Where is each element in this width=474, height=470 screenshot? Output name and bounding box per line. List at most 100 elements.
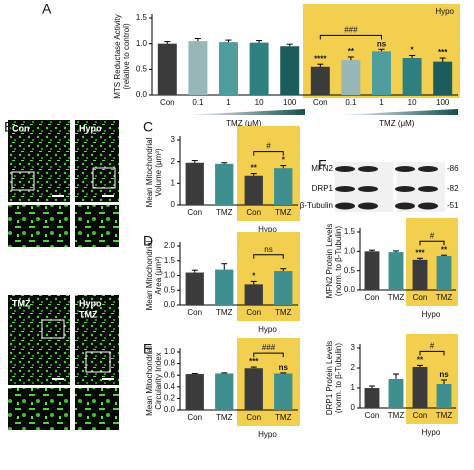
y-tick-label: 3	[351, 343, 356, 352]
y-axis-label: Mean Mitochondrial	[145, 240, 154, 310]
y-tick-label: 1.5	[164, 256, 176, 265]
comparison-label: #	[266, 142, 271, 151]
x-tick-label: TMZ	[388, 411, 405, 420]
blot-band	[395, 186, 415, 192]
bar	[215, 373, 234, 410]
significance: *	[411, 46, 415, 55]
significance: ****	[314, 54, 327, 63]
blot-band	[395, 166, 415, 172]
bar	[364, 388, 380, 408]
bar	[219, 42, 238, 95]
blot-band	[335, 202, 355, 210]
bar	[280, 46, 300, 95]
bar	[157, 43, 177, 95]
y-tick-label: 0.4	[164, 382, 176, 391]
bar	[215, 163, 234, 205]
y-axis-label: Circularity Index	[154, 352, 163, 409]
micrograph-zoom	[75, 205, 119, 247]
panel-letter: C	[143, 119, 153, 135]
y-tick-label: 1.5	[136, 13, 148, 22]
inset-box	[41, 319, 65, 339]
bar	[244, 175, 263, 205]
x-tick-label: 100	[283, 98, 297, 107]
x-tick-label: 1	[226, 98, 231, 107]
blot-band	[358, 186, 378, 192]
x-tick-label: Con	[246, 308, 261, 317]
y-tick-label: 0.5	[344, 266, 356, 275]
bar	[310, 66, 330, 95]
y-axis-label: Volume (μm³)	[154, 148, 163, 197]
bar	[412, 367, 428, 408]
bracket	[419, 240, 445, 246]
bracket	[419, 350, 445, 356]
y-tick-label: 0.8	[164, 359, 176, 368]
y-tick-label: 0.5	[136, 64, 148, 73]
x-tick-label: Con	[160, 98, 175, 107]
y-axis-label: (relative to control)	[122, 23, 131, 90]
bar	[274, 373, 293, 410]
comparison-label: ###	[262, 343, 276, 352]
y-tick-label: 1.0	[164, 271, 176, 280]
micrograph-label: TMZ	[79, 309, 98, 319]
bar	[388, 379, 404, 408]
blot-band	[358, 166, 378, 172]
micrograph-label: Hypo	[79, 298, 102, 308]
y-axis-label: MFN2 Protein Levels	[325, 224, 334, 299]
x-tick-label: 10	[255, 98, 264, 107]
micrograph-zoom	[75, 388, 119, 430]
bracket	[253, 254, 284, 259]
x-tick-label: Con	[365, 293, 380, 302]
y-axis-label: DRP1 Protein Levels	[325, 341, 334, 415]
y-tick-label: 0	[351, 403, 356, 412]
bar	[249, 42, 269, 95]
group-label: Hypo	[435, 7, 454, 16]
blot-band	[418, 166, 438, 172]
x-tick-label: Con	[413, 411, 428, 420]
panel-letter: D	[143, 233, 153, 249]
x-tick-label: TMZ	[275, 308, 292, 317]
bar	[341, 60, 361, 95]
y-tick-label: 0	[171, 200, 176, 209]
panel-letter: F	[318, 157, 327, 173]
inset-box	[92, 167, 116, 189]
bar	[274, 168, 293, 205]
panel-letter: B	[4, 119, 13, 135]
x-tick-label: TMZ	[216, 413, 233, 422]
x-tick-label: TMZ	[216, 208, 233, 217]
x-tick-label: TMZ	[216, 308, 233, 317]
x-tick-label: TMZ	[275, 208, 292, 217]
blot-label: DRP1	[312, 184, 334, 193]
bar	[188, 41, 208, 95]
significance: ns	[439, 370, 449, 379]
y-axis-label: MTS Reductase Activity	[113, 14, 122, 98]
bar	[412, 259, 428, 290]
y-axis-label: (norm. to β-Tubulin)	[334, 226, 343, 296]
blot-label: MFN2	[311, 164, 333, 173]
comparison-label: #	[430, 342, 435, 351]
bar	[436, 255, 452, 290]
blot-marker: -51	[447, 201, 459, 210]
significance: ***	[438, 48, 448, 57]
x-tick-label: TMZ	[436, 293, 453, 302]
group-label: Hypo	[258, 430, 277, 439]
micrograph	[8, 120, 70, 202]
y-tick-label: 1	[171, 178, 176, 187]
x-tick-label: 100	[436, 98, 450, 107]
micrograph	[75, 295, 119, 385]
blot-label: β-Tubulin	[300, 201, 333, 210]
group-label: Hypo	[258, 325, 277, 334]
y-tick-label: 1	[351, 383, 356, 392]
blot-band	[418, 186, 438, 192]
micrographs: Con Hypo TMZ Hypo TMZ	[8, 120, 119, 430]
x-tick-label: TMZ	[275, 413, 292, 422]
y-tick-label: 0.5	[164, 285, 176, 294]
micrograph	[8, 295, 70, 385]
x-tick-label: Con	[187, 413, 202, 422]
significance: **	[441, 245, 448, 254]
bracket	[319, 34, 382, 40]
y-tick-label: 0.2	[164, 394, 176, 403]
significance: **	[348, 47, 355, 56]
group-label: Hypo	[258, 225, 277, 234]
y-tick-label: 0.0	[164, 405, 176, 414]
